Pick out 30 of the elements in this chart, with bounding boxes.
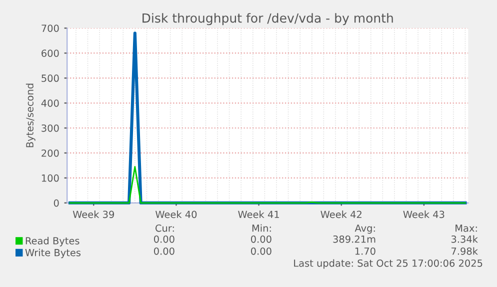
text: 0.00 xyxy=(250,247,272,255)
text: Last update: Sat Oct 25 17:00:06 2025 xyxy=(294,259,482,269)
legend-label: Write Bytes xyxy=(25,248,81,258)
text: Avg: xyxy=(354,224,375,234)
text: Cur: xyxy=(155,224,174,232)
y-tick-label: 400 xyxy=(41,100,59,107)
text: 1.70 xyxy=(355,247,376,255)
legend-label: Read Bytes xyxy=(26,236,80,246)
text: 0.00 xyxy=(154,247,174,255)
x-tick-label: Week 41 xyxy=(238,210,279,218)
x-tick-label: Week 39 xyxy=(72,210,114,218)
x-tick-label: Week 43 xyxy=(403,210,444,218)
y-tick-label: 0 xyxy=(54,199,59,207)
text: 0.00 xyxy=(154,235,174,243)
text: 3.34k xyxy=(451,235,478,243)
y-tick-label: 600 xyxy=(42,50,59,57)
y-tick-label: 700 xyxy=(42,24,59,32)
text: 0.00 xyxy=(250,235,272,243)
x-tick-label: Week 40 xyxy=(155,210,197,218)
text: Min: xyxy=(252,224,271,232)
y-tick-label: 200 xyxy=(42,149,59,157)
y-tick-label: 500 xyxy=(42,74,59,82)
x-tick-label: Week 42 xyxy=(320,210,362,218)
y-axis-title: Bytes/second xyxy=(26,84,36,148)
y-tick-label: 300 xyxy=(42,124,59,132)
chart-title: Disk throughput for /dev/vda - by month xyxy=(142,13,393,26)
text: 389.21m xyxy=(333,235,376,243)
text: Max: xyxy=(456,224,477,232)
y-tick-label: 100 xyxy=(42,174,59,182)
text: 7.98k xyxy=(452,247,478,255)
